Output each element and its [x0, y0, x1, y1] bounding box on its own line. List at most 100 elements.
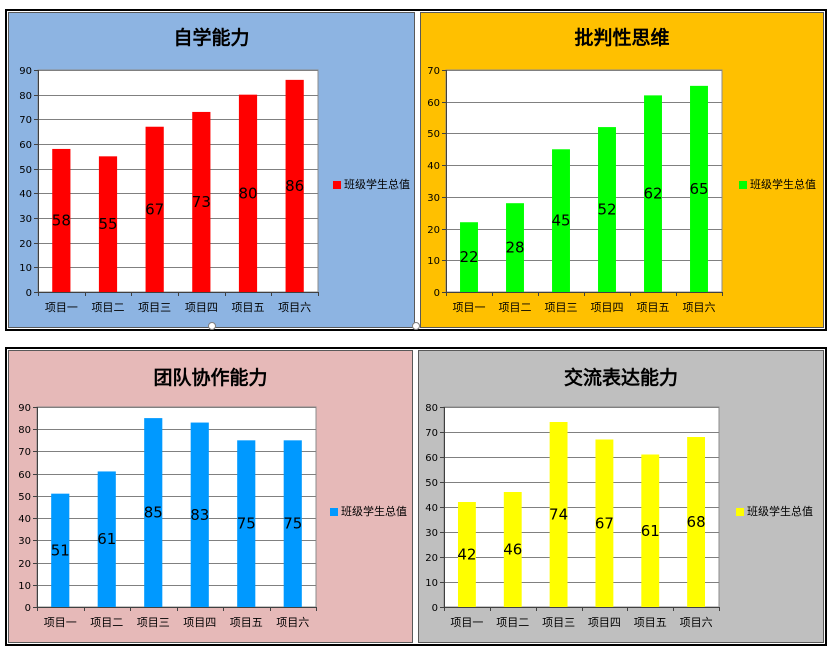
- bar: [97, 471, 116, 607]
- x-tick-label: 项目六: [680, 616, 713, 629]
- data-label: 22: [459, 248, 478, 266]
- y-tick-label: 60: [427, 98, 440, 109]
- bar: [549, 422, 568, 607]
- bar: [190, 422, 209, 607]
- legend-label: 班级学生总值: [750, 178, 816, 191]
- x-tick-label: 项目六: [276, 616, 309, 629]
- data-label: 73: [192, 193, 211, 211]
- data-label: 42: [457, 546, 476, 564]
- y-tick-label: 0: [26, 288, 32, 299]
- data-label: 85: [144, 504, 163, 522]
- data-label: 74: [549, 506, 568, 524]
- x-tick-label: 项目一: [450, 616, 483, 629]
- x-tick-label: 项目二: [90, 616, 123, 629]
- resize-handle[interactable]: [208, 322, 216, 330]
- y-tick-label: 0: [432, 603, 438, 614]
- x-tick-label: 项目五: [232, 301, 265, 314]
- plot-area: [445, 69, 723, 293]
- chart-panel-self-learning[interactable]: 自学能力 0 10 20 30 40 50 60 70 80 90 58 55 67 73 80 86 项目一 项…: [8, 12, 415, 328]
- bar: [687, 437, 706, 607]
- plot-area: [36, 406, 317, 608]
- y-tick-label: 10: [425, 578, 438, 589]
- bar: [238, 94, 258, 293]
- x-tick-label: 项目二: [92, 301, 125, 314]
- chart-row-frame-bottom: [5, 347, 827, 646]
- legend: 班级学生总值: [739, 178, 816, 192]
- y-tick-label: 70: [427, 66, 440, 77]
- bar: [192, 111, 211, 292]
- bar: [503, 492, 522, 607]
- legend-swatch: [333, 181, 341, 189]
- y-tick-label: 80: [18, 425, 31, 436]
- y-tick-label: 30: [425, 528, 438, 539]
- bar: [237, 440, 256, 607]
- y-tick-label: 40: [427, 161, 440, 172]
- data-label: 67: [595, 514, 614, 532]
- x-tick-label: 项目二: [496, 616, 529, 629]
- data-label: 46: [503, 541, 522, 559]
- plot-area: [37, 69, 319, 293]
- y-tick-label: 60: [19, 140, 32, 151]
- bar: [595, 439, 614, 607]
- data-label: 58: [52, 211, 71, 229]
- data-label: 61: [641, 522, 660, 540]
- chart-panel-communication[interactable]: 交流表达能力 0 10 20 30 40 50 60 70 80 42 46 74 67 61 68 项目一项…: [418, 350, 824, 643]
- data-label: 75: [283, 515, 302, 533]
- y-tick-label: 40: [18, 514, 31, 525]
- y-tick-label: 50: [427, 129, 440, 140]
- y-tick-label: 60: [18, 470, 31, 481]
- x-tick-label: 项目三: [545, 301, 578, 314]
- chart-title: 批判性思维: [574, 27, 670, 49]
- data-label: 80: [238, 184, 257, 202]
- legend-label: 班级学生总值: [341, 505, 407, 518]
- x-tick-label: 项目四: [185, 301, 218, 314]
- bar: [285, 79, 304, 292]
- legend: 班级学生总值: [330, 505, 407, 519]
- x-tick-label: 项目五: [634, 616, 667, 629]
- y-tick-label: 0: [25, 603, 31, 614]
- x-tick-label: 项目一: [453, 301, 486, 314]
- x-tick-label: 项目五: [230, 616, 263, 629]
- chart-row-frame-top: [5, 9, 827, 331]
- x-tick-label: 项目一: [45, 301, 78, 314]
- x-tick-label: 项目一: [44, 616, 77, 629]
- data-label: 61: [97, 530, 116, 548]
- bar: [144, 418, 163, 607]
- data-label: 55: [98, 215, 117, 233]
- y-tick-label: 20: [425, 553, 438, 564]
- plot: 0102030405060702228455262 65项目一 项目二 项目三 项目四项…: [427, 66, 723, 314]
- bar: [145, 126, 164, 292]
- y-tick-label: 40: [425, 503, 438, 514]
- chart-panel-teamwork[interactable]: 团队协作能力 0 10 20 30 40 50 60 70 80 90 51 61 85 83 75 75 项目…: [8, 350, 413, 643]
- legend: 班级学生总值: [333, 178, 410, 192]
- data-label: 51: [51, 541, 70, 559]
- y-tick-label: 80: [19, 91, 32, 102]
- y-tick-label: 20: [19, 239, 32, 250]
- x-tick-label: 项目四: [588, 616, 621, 629]
- bar: [460, 222, 478, 292]
- y-tick-label: 30: [18, 536, 31, 547]
- resize-handle[interactable]: [412, 322, 420, 330]
- y-tick-label: 80: [425, 403, 438, 414]
- data-label: 52: [597, 201, 616, 219]
- data-label: 83: [190, 506, 209, 524]
- bar: [690, 85, 708, 292]
- legend-label: 班级学生总值: [747, 505, 813, 518]
- y-tick-label: 0: [434, 288, 440, 299]
- bar: [506, 203, 524, 292]
- y-tick-label: 20: [427, 225, 440, 236]
- data-label: 45: [551, 212, 570, 230]
- y-tick-label: 30: [427, 193, 440, 204]
- data-label: 75: [237, 515, 256, 533]
- y-tick-label: 70: [19, 115, 32, 126]
- x-tick-label: 项目六: [683, 301, 716, 314]
- legend-swatch: [330, 508, 338, 516]
- data-label: 86: [285, 177, 304, 195]
- chart-panel-critical-thinking[interactable]: 批判性思维 0 10 20 30 40 50 60 70 22 28 45 52 62 65 项目一 项目二项…: [420, 12, 824, 328]
- bar: [98, 156, 118, 292]
- bar: [283, 440, 302, 607]
- legend-label: 班级学生总值: [344, 178, 410, 191]
- data-label: 28: [505, 239, 524, 257]
- y-tick-label: 10: [427, 256, 440, 267]
- legend-swatch: [739, 181, 747, 189]
